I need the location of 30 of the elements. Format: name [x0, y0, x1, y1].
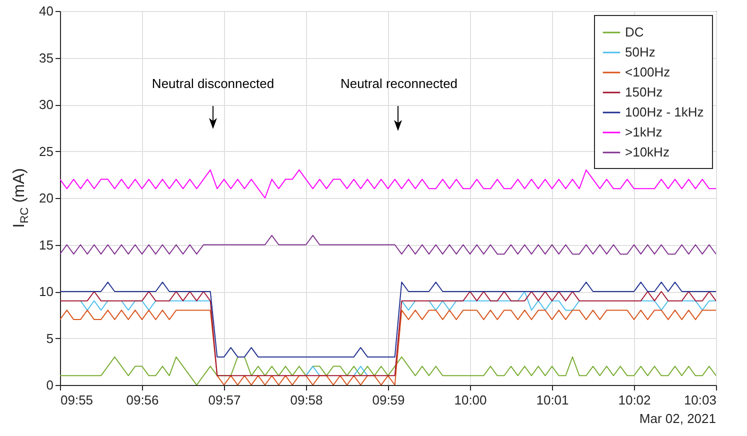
- y-tick-label: 0: [46, 378, 54, 392]
- legend-label: >10kHz: [625, 144, 670, 160]
- legend-label: DC: [625, 24, 644, 40]
- annotation: Neutral reconnected: [340, 76, 458, 91]
- y-tick-label: 25: [39, 144, 54, 159]
- y-tick-label: 15: [39, 237, 54, 252]
- line-series: [60, 169, 716, 198]
- legend-label: <100Hz: [625, 64, 670, 80]
- y-tick-label: 35: [39, 50, 54, 66]
- y-tick-label: 10: [39, 284, 54, 299]
- legend-label: 100Hz - 1kHz: [625, 104, 704, 120]
- y-tick-label: 30: [39, 97, 54, 112]
- y-tick-label: 5: [46, 330, 54, 346]
- line-series: [60, 282, 716, 358]
- x-tick-label: 09:56: [126, 392, 159, 408]
- y-tick-label: 40: [39, 4, 54, 18]
- legend-label: >1kHz: [625, 124, 662, 140]
- legend-label: 150Hz: [625, 84, 663, 100]
- x-tick-label: 09:57: [208, 392, 241, 408]
- x-tick-label: 10:00: [454, 392, 487, 408]
- annotation: Neutral disconnected: [152, 76, 274, 91]
- x-tick-label: 10:03: [684, 392, 716, 408]
- text: Mar 02, 2021: [639, 411, 716, 426]
- x-tick-label: 10:02: [618, 392, 651, 408]
- x-tick-label: 09:58: [290, 392, 323, 408]
- y-tick-label: 20: [39, 190, 54, 206]
- legend-label: 50Hz: [625, 44, 656, 60]
- x-tick-label: 10:01: [536, 392, 569, 408]
- x-tick-label: 09:55: [60, 392, 94, 408]
- x-tick-label: 09:59: [372, 392, 405, 408]
